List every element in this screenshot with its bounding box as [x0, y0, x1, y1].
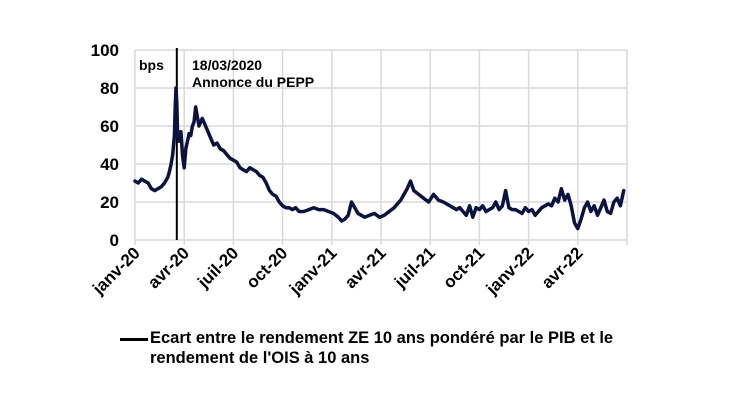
chart-legend: Ecart entre le rendement ZE 10 ans pondé… — [120, 328, 640, 368]
y-tick-label: 60 — [100, 117, 119, 136]
y-unit-label: bps — [139, 57, 164, 73]
annotation-date: 18/03/2020 — [192, 57, 262, 73]
y-tick-label: 100 — [91, 41, 119, 60]
x-tick-label: avr-20 — [144, 243, 193, 292]
x-tick-label: juil-20 — [193, 243, 242, 292]
legend-label: Ecart entre le rendement ZE 10 ans pondé… — [150, 329, 614, 367]
spread-series-line — [133, 86, 626, 231]
x-tick-label: janv-21 — [285, 243, 341, 299]
x-tick-label: oct-21 — [439, 243, 488, 292]
legend-line-swatch — [120, 338, 148, 341]
x-tick-label: oct-20 — [243, 243, 292, 292]
y-tick-label: 0 — [110, 231, 119, 250]
y-tick-label: 80 — [100, 79, 119, 98]
gridlines — [134, 49, 628, 245]
x-tick-label: juil-21 — [390, 243, 439, 292]
y-tick-label: 40 — [100, 155, 119, 174]
x-tick-label: janv-22 — [482, 243, 538, 299]
x-tick-label: janv-20 — [88, 243, 144, 299]
y-axis-ticks: 0 20 40 60 80 100 — [91, 41, 119, 250]
y-tick-label: 20 — [100, 193, 119, 212]
annotation-label: Annonce du PEPP — [192, 74, 314, 90]
x-tick-label: avr-21 — [341, 243, 390, 292]
x-tick-label: avr-22 — [538, 243, 587, 292]
